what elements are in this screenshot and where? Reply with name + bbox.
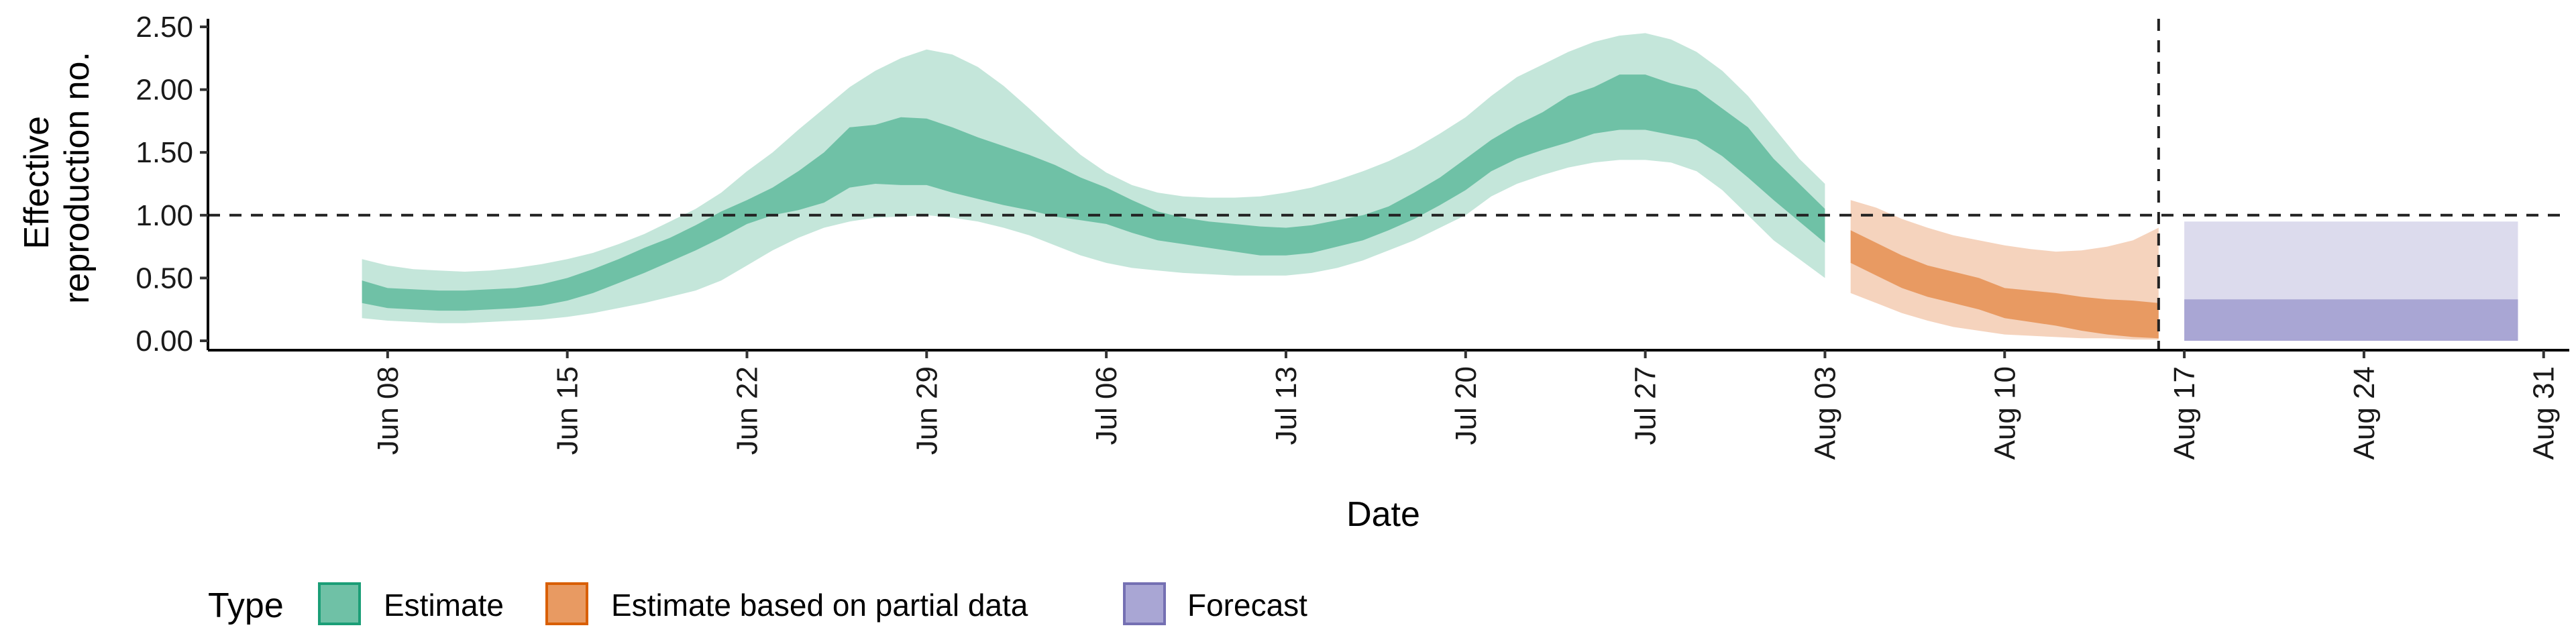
y-axis-labels: 0.00 0.50 1.00 1.50 2.00 2.50 [136, 11, 193, 358]
y-axis-title-line-2: reproduction no. [58, 52, 97, 304]
x-tick-label: Jul 27 [1629, 366, 1662, 445]
x-tick-label: Aug 10 [1988, 366, 2021, 460]
y-tick-label: 1.50 [136, 136, 193, 169]
x-tick-label: Jul 06 [1090, 366, 1123, 445]
legend-label-forecast: Forecast [1187, 588, 1307, 623]
y-tick-label: 1.00 [136, 199, 193, 232]
legend: Type Estimate Estimate based on partial … [208, 582, 1307, 625]
x-axis-labels: Jun 08 Jun 15 Jun 22 Jun 29 Jul 06 Jul 13 Jul … [372, 366, 2561, 460]
forecast-band-50 [2184, 299, 2518, 341]
axes [200, 19, 2569, 358]
reference-lines [208, 19, 2569, 350]
x-tick-label: Jun 22 [731, 366, 764, 455]
legend-swatch-partial [545, 582, 588, 625]
x-tick-label: Jun 29 [910, 366, 943, 455]
y-tick-label: 2.00 [136, 74, 193, 107]
legend-label-estimate: Estimate [384, 588, 504, 623]
x-axis-title: Date [1346, 495, 1420, 534]
x-tick-label: Jul 13 [1270, 366, 1303, 445]
x-tick-label: Jun 08 [372, 366, 405, 455]
y-tick-label: 2.50 [136, 11, 193, 44]
legend-title: Type [208, 586, 284, 625]
legend-swatch-estimate [318, 582, 361, 625]
estimate-band-50 [362, 74, 1825, 311]
y-tick-label: 0.50 [136, 262, 193, 294]
x-tick-label: Jul 20 [1450, 366, 1483, 445]
estimate-based-on-partial-data-band-50 [1850, 230, 2159, 339]
legend-label-partial: Estimate based on partial data [611, 588, 1028, 623]
x-tick-label: Aug 31 [2528, 366, 2561, 460]
x-tick-label: Aug 03 [1809, 366, 1841, 460]
estimate-bands [362, 33, 2518, 341]
y-tick-label: 0.00 [136, 325, 193, 358]
y-axis-title-line-1: Effective [17, 116, 56, 249]
x-tick-label: Aug 24 [2348, 366, 2381, 460]
legend-swatch-forecast [1123, 582, 1166, 625]
estimate-band-90 [362, 33, 1825, 323]
x-tick-label: Aug 17 [2168, 366, 2201, 460]
x-tick-label: Jun 15 [551, 366, 584, 455]
y-axis-title: Effective reproduction no. [17, 52, 97, 304]
